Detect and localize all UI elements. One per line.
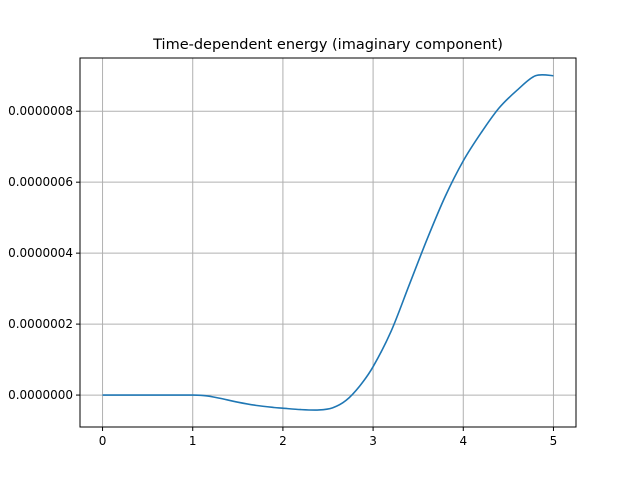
x-tick-label: 0 [99,434,107,448]
x-tick-label: 2 [279,434,287,448]
series-lines [102,73,554,411]
grid-lines [80,58,576,427]
x-tick-label: 3 [369,434,377,448]
y-tick-label: 0.0000008 [8,104,73,118]
y-tick-label: 0.0000006 [8,175,73,189]
x-tick-label: 1 [189,434,197,448]
x-tick-label: 5 [550,434,558,448]
y-tick-label: 0.0000000 [8,388,73,402]
axes-frame [79,57,577,428]
x-axis-ticks: 0 1 2 3 4 5 [99,427,558,448]
x-tick-label: 4 [459,434,467,448]
series-line [102,73,554,411]
y-tick-label: 0.0000002 [8,317,73,331]
y-axis-ticks: 0.0000000 0.0000002 0.0000004 0.0000006 0.00… [8,104,80,402]
y-tick-label: 0.0000004 [8,246,73,260]
chart-title: Time-dependent energy (imaginary compone… [152,37,503,53]
